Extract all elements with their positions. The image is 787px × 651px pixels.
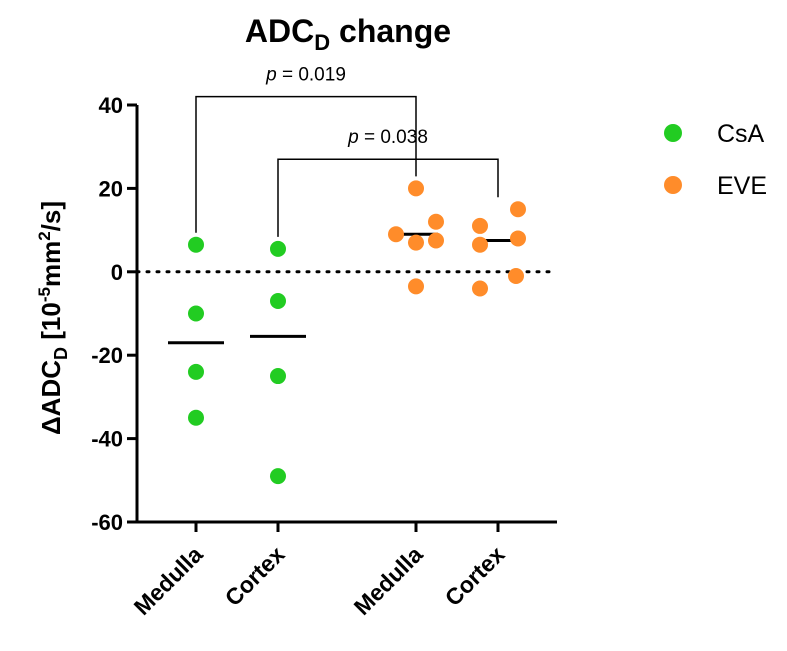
data-point — [428, 232, 444, 249]
x-tick-label: Cortex — [440, 541, 510, 611]
y-tick-label: 20 — [99, 176, 123, 201]
y-axis-label-subscript: D — [51, 347, 71, 360]
data-point — [408, 278, 424, 295]
x-tick-label: Cortex — [220, 541, 290, 611]
chart-title-rest: change — [330, 13, 451, 49]
data-point — [508, 267, 524, 284]
data-point — [388, 226, 404, 243]
p-value-symbol: p — [347, 127, 359, 148]
data-point — [188, 363, 204, 380]
p-value-symbol: p — [265, 65, 277, 86]
significance-bracket — [277, 158, 499, 237]
data-point — [510, 230, 526, 247]
legend-marker — [664, 124, 682, 142]
y-axis-label-exp2: 2 — [35, 231, 54, 240]
data-point — [510, 201, 526, 218]
y-tick-label: 40 — [99, 93, 123, 118]
data-point — [472, 217, 488, 234]
p-value-number: = 0.038 — [359, 127, 428, 148]
legend-marker — [664, 176, 682, 194]
data-point — [408, 180, 424, 197]
legend-label: CsA — [717, 120, 765, 148]
data-point — [270, 368, 286, 385]
y-tick-label: 0 — [111, 260, 123, 285]
data-point — [188, 236, 204, 253]
x-tick-label: Medulla — [129, 541, 208, 620]
chart-title-main: ADC — [245, 13, 314, 49]
y-axis-label-exp: -5 — [35, 287, 54, 302]
p-value-label: p = 0.019 — [265, 65, 346, 86]
y-axis-label-unit-c: /s] — [36, 201, 66, 231]
y-axis-label-unit-a: [10 — [36, 302, 66, 347]
data-point — [270, 292, 286, 309]
data-point — [270, 468, 286, 485]
data-point — [270, 240, 286, 257]
y-tick-label: -60 — [91, 510, 123, 535]
y-tick-label: -20 — [91, 343, 123, 368]
x-tick-label: Medulla — [349, 541, 428, 620]
p-value-number: = 0.019 — [277, 65, 346, 86]
data-point — [428, 213, 444, 230]
data-point — [188, 305, 204, 322]
y-tick-label: -40 — [91, 427, 123, 452]
data-point — [188, 409, 204, 426]
significance-bracket — [195, 95, 417, 233]
data-point — [408, 234, 424, 251]
data-points — [168, 180, 526, 485]
legend-label: EVE — [717, 172, 767, 200]
y-axis-label-unit-b: mm — [36, 241, 66, 287]
y-axis-label: ΔADCD [10-5mm2/s] — [35, 201, 71, 435]
chart-title-subscript: D — [314, 30, 330, 55]
data-point — [472, 280, 488, 297]
y-axis-label-main: ΔADC — [36, 360, 66, 435]
data-point — [472, 236, 488, 253]
p-value-label: p = 0.038 — [347, 127, 428, 148]
legend: CsA EVE — [664, 120, 767, 200]
chart-title: ADCD change — [245, 13, 451, 55]
